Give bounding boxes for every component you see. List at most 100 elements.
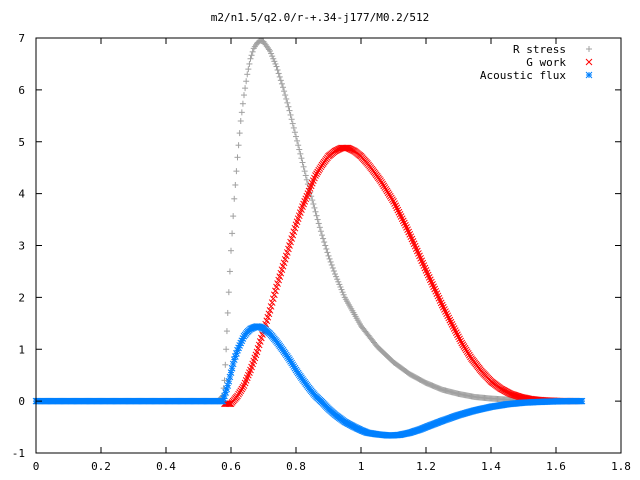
data-point bbox=[325, 252, 332, 259]
data-point bbox=[452, 329, 460, 337]
data-point bbox=[448, 320, 456, 328]
data-point bbox=[249, 48, 256, 55]
y-tick-label: 1 bbox=[18, 343, 25, 356]
data-point bbox=[311, 204, 318, 211]
chart-axes: 0 0.2 0.4 0.6 0.8 1 1.2 1.4 1.6 1.8 -1 0 1 2 3 4 5 6 7 bbox=[12, 32, 631, 473]
data-point bbox=[328, 261, 335, 268]
data-point bbox=[338, 286, 345, 293]
data-point bbox=[297, 150, 304, 157]
data-point bbox=[224, 400, 232, 408]
x-tick-label: 1.6 bbox=[546, 460, 566, 473]
data-point bbox=[241, 92, 247, 99]
data-point bbox=[228, 364, 236, 372]
data-point bbox=[293, 133, 299, 140]
data-point bbox=[283, 95, 290, 102]
data-point bbox=[324, 249, 331, 256]
data-point bbox=[267, 303, 275, 310]
chart-title: m2/n1.5/q2.0/r-+.34-j177/M0.2/512 bbox=[211, 11, 430, 24]
series-r-stress bbox=[33, 37, 585, 405]
data-point bbox=[227, 369, 235, 376]
data-point bbox=[243, 78, 250, 85]
data-point bbox=[300, 163, 307, 170]
data-point bbox=[442, 308, 449, 315]
data-point bbox=[326, 255, 333, 262]
x-tick-label: 1.2 bbox=[416, 460, 436, 473]
data-point bbox=[334, 276, 341, 283]
data-point bbox=[222, 361, 229, 368]
data-point bbox=[276, 73, 283, 80]
data-point bbox=[237, 118, 244, 124]
data-point bbox=[322, 242, 329, 249]
data-point bbox=[335, 278, 342, 285]
legend-marker bbox=[586, 46, 592, 52]
data-point bbox=[457, 337, 465, 345]
data-point bbox=[315, 220, 322, 227]
legend-label: G work bbox=[526, 56, 566, 69]
data-point bbox=[225, 377, 233, 385]
data-point bbox=[454, 331, 461, 339]
data-point bbox=[450, 325, 458, 332]
data-point bbox=[273, 63, 280, 70]
data-point bbox=[294, 137, 301, 144]
chart-marks bbox=[32, 37, 586, 439]
data-point bbox=[224, 309, 231, 316]
data-point bbox=[319, 232, 325, 239]
data-point bbox=[446, 316, 454, 324]
data-point bbox=[400, 219, 408, 227]
data-point bbox=[242, 85, 249, 92]
x-tick-label: 1 bbox=[358, 460, 365, 473]
data-point bbox=[290, 124, 297, 131]
data-point bbox=[225, 289, 232, 296]
data-point bbox=[396, 211, 404, 218]
data-point bbox=[317, 228, 324, 235]
data-point bbox=[313, 212, 320, 219]
data-point bbox=[226, 268, 233, 275]
data-point bbox=[270, 55, 277, 62]
y-tick-label: 6 bbox=[18, 84, 25, 97]
data-point bbox=[231, 195, 238, 202]
data-point bbox=[266, 306, 274, 314]
data-point bbox=[393, 204, 401, 212]
data-point bbox=[296, 146, 303, 153]
plot-frame bbox=[35, 37, 622, 454]
data-point bbox=[439, 303, 447, 311]
data-point bbox=[394, 206, 402, 214]
data-point bbox=[337, 284, 344, 290]
data-point bbox=[284, 99, 291, 106]
y-tick-label: 2 bbox=[18, 291, 25, 304]
data-point bbox=[336, 281, 343, 288]
data-point bbox=[286, 107, 293, 114]
legend-label: Acoustic flux bbox=[480, 69, 566, 82]
data-point bbox=[390, 198, 397, 205]
data-point bbox=[333, 273, 340, 280]
data-point bbox=[280, 84, 286, 91]
data-point bbox=[230, 213, 237, 220]
x-tick-label: 1.4 bbox=[481, 460, 501, 473]
data-point bbox=[223, 346, 230, 353]
data-point bbox=[443, 310, 450, 318]
data-point bbox=[299, 159, 306, 166]
data-point bbox=[239, 100, 246, 107]
data-point bbox=[339, 289, 346, 296]
data-point bbox=[395, 208, 403, 216]
data-point bbox=[310, 201, 317, 207]
data-point bbox=[229, 230, 236, 237]
data-point bbox=[323, 245, 330, 252]
legend-label: R stress bbox=[513, 43, 566, 56]
y-tick-label: 4 bbox=[18, 188, 25, 201]
data-point bbox=[329, 264, 336, 271]
data-point bbox=[321, 239, 328, 246]
data-point bbox=[269, 295, 277, 303]
data-point bbox=[438, 301, 446, 309]
data-point bbox=[301, 168, 308, 175]
data-point bbox=[309, 197, 316, 204]
data-point bbox=[455, 333, 462, 341]
data-point bbox=[340, 291, 347, 298]
data-point bbox=[224, 382, 232, 389]
data-point bbox=[402, 221, 409, 229]
data-point bbox=[399, 217, 407, 225]
legend-marker bbox=[585, 71, 593, 79]
data-point bbox=[268, 50, 275, 57]
